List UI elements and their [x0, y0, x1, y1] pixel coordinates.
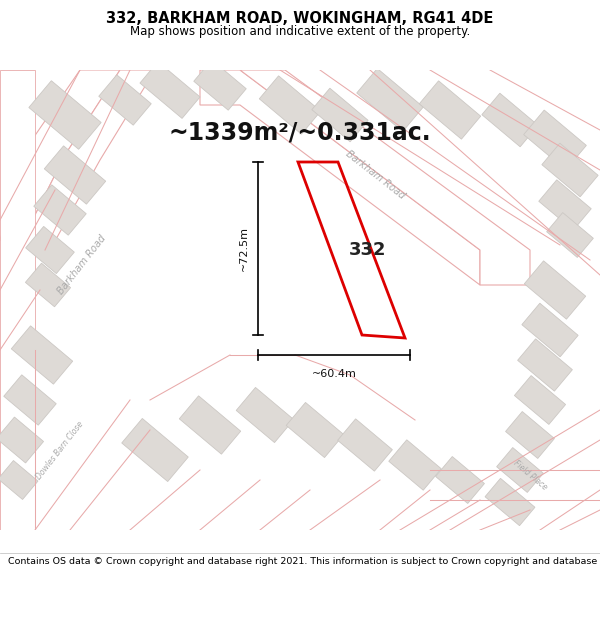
- Polygon shape: [4, 375, 56, 425]
- Polygon shape: [29, 81, 101, 149]
- Polygon shape: [485, 478, 535, 526]
- Text: Barkham Road: Barkham Road: [56, 234, 108, 296]
- Polygon shape: [338, 419, 392, 471]
- Polygon shape: [240, 70, 530, 285]
- Polygon shape: [524, 110, 586, 170]
- Polygon shape: [514, 376, 566, 424]
- Polygon shape: [524, 261, 586, 319]
- Polygon shape: [518, 339, 572, 391]
- Text: Field Place: Field Place: [511, 458, 548, 492]
- Polygon shape: [542, 143, 598, 197]
- Text: ~72.5m: ~72.5m: [239, 226, 249, 271]
- Polygon shape: [200, 70, 480, 285]
- Polygon shape: [0, 417, 44, 463]
- Polygon shape: [236, 388, 294, 442]
- Text: Barkham Road: Barkham Road: [344, 149, 406, 201]
- Polygon shape: [389, 440, 441, 490]
- Polygon shape: [259, 76, 321, 134]
- Text: ~1339m²/~0.331ac.: ~1339m²/~0.331ac.: [169, 120, 431, 144]
- Polygon shape: [522, 303, 578, 357]
- Text: Dowles Barn Close: Dowles Barn Close: [35, 419, 85, 481]
- Polygon shape: [312, 88, 368, 142]
- Polygon shape: [497, 448, 544, 493]
- Text: 332: 332: [349, 241, 387, 259]
- Polygon shape: [436, 456, 484, 504]
- Polygon shape: [44, 146, 106, 204]
- Polygon shape: [506, 411, 554, 459]
- Polygon shape: [26, 226, 74, 274]
- Polygon shape: [0, 70, 120, 245]
- Polygon shape: [20, 70, 155, 250]
- Text: ~60.4m: ~60.4m: [311, 369, 356, 379]
- Text: Map shows position and indicative extent of the property.: Map shows position and indicative extent…: [130, 25, 470, 38]
- Polygon shape: [140, 62, 200, 118]
- Polygon shape: [547, 213, 593, 258]
- Polygon shape: [482, 93, 538, 147]
- Polygon shape: [539, 180, 591, 230]
- Polygon shape: [0, 70, 35, 530]
- Polygon shape: [419, 81, 481, 139]
- Polygon shape: [179, 396, 241, 454]
- Polygon shape: [122, 419, 188, 481]
- Polygon shape: [286, 402, 344, 458]
- Polygon shape: [34, 185, 86, 235]
- Polygon shape: [357, 69, 423, 131]
- Polygon shape: [11, 326, 73, 384]
- Polygon shape: [0, 461, 38, 499]
- Text: 332, BARKHAM ROAD, WOKINGHAM, RG41 4DE: 332, BARKHAM ROAD, WOKINGHAM, RG41 4DE: [106, 11, 494, 26]
- Polygon shape: [194, 60, 246, 110]
- Polygon shape: [99, 75, 151, 125]
- Polygon shape: [25, 263, 71, 307]
- Text: Contains OS data © Crown copyright and database right 2021. This information is : Contains OS data © Crown copyright and d…: [8, 557, 600, 566]
